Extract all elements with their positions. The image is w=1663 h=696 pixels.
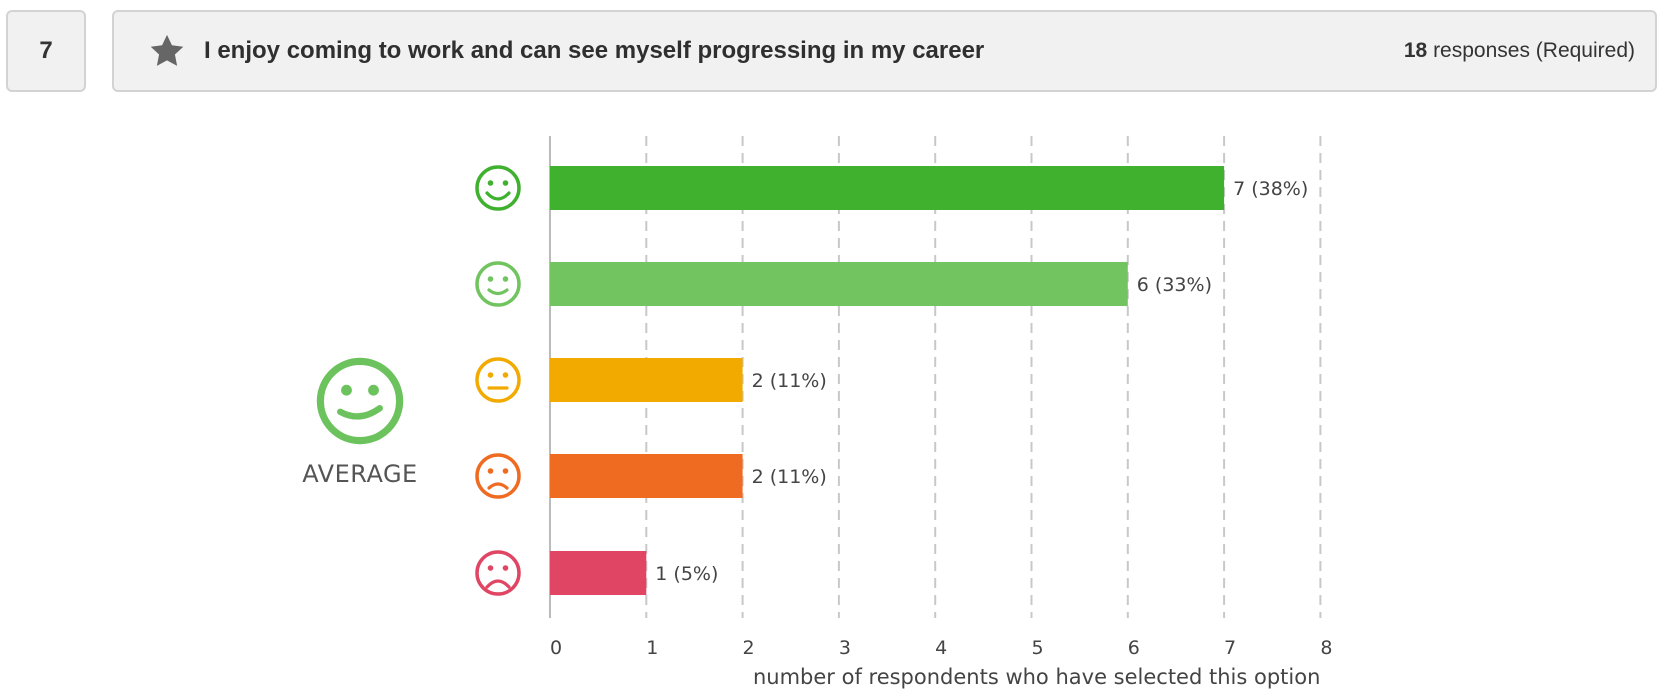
x-tick-label: 7 (1224, 637, 1236, 659)
response-count: 18 (1403, 39, 1428, 62)
x-tick-label: 1 (646, 637, 658, 659)
neutral-face-icon (475, 357, 521, 403)
x-tick-label: 4 (935, 637, 947, 659)
x-tick-label: 0 (550, 637, 562, 659)
response-suffix: responses (Required) (1427, 39, 1635, 62)
bar-value-label: 2 (11%) (752, 370, 827, 392)
bar-very-happy (550, 166, 1225, 210)
x-tick-label: 2 (743, 637, 755, 659)
average-smiley-icon (316, 357, 404, 445)
bar-value-label: 6 (33%) (1137, 274, 1212, 296)
smile-face-icon (475, 261, 521, 307)
x-axis-title: number of respondents who have selected … (753, 665, 1320, 689)
bar-value-label: 1 (5%) (655, 563, 718, 585)
bar-unhappy (550, 454, 743, 498)
x-tick-label: 6 (1128, 637, 1140, 659)
responses-summary: 18 responses (Required) (1404, 39, 1635, 63)
x-tick-label: 5 (1031, 637, 1043, 659)
question-number-box: 7 (6, 10, 86, 92)
bar-value-label: 2 (11%) (752, 466, 827, 488)
question-header: I enjoy coming to work and can see mysel… (112, 10, 1657, 92)
x-tick-label: 8 (1320, 637, 1332, 659)
star-icon (150, 34, 184, 66)
big-smile-face-icon (475, 165, 521, 211)
bar-happy (550, 262, 1128, 306)
question-number: 7 (39, 37, 53, 64)
bar-value-label: 7 (38%) (1233, 178, 1308, 200)
frown-face-icon (475, 453, 521, 499)
bar-neutral (550, 358, 743, 402)
average-panel: AVERAGE (295, 356, 425, 488)
x-tick-label: 3 (839, 637, 851, 659)
average-label: AVERAGE (302, 460, 418, 488)
question-title: I enjoy coming to work and can see mysel… (204, 37, 985, 64)
sad-face-icon (475, 550, 521, 596)
bar-very-unhappy (550, 551, 647, 595)
